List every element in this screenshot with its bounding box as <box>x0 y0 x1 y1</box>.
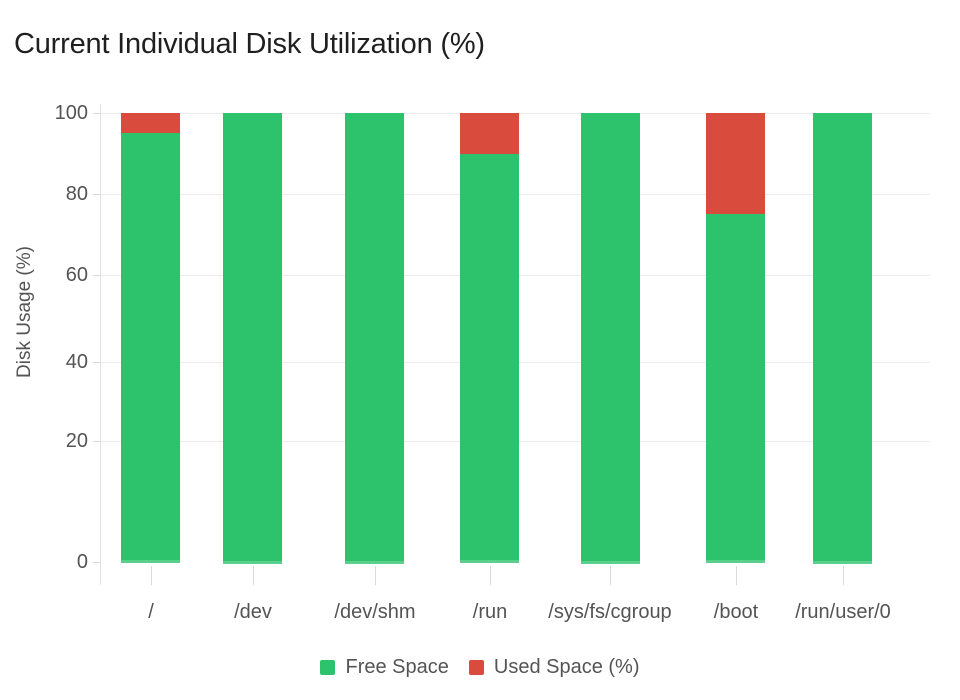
legend-label-used-space: Used Space (%) <box>493 656 640 678</box>
bar-free-sys-fs-cgroup[interactable] <box>581 113 640 564</box>
x-tick-label-boot: /boot <box>713 601 759 623</box>
y-tick-label-20: 20 <box>65 430 88 452</box>
x-tick-dev-shm <box>375 566 376 585</box>
x-tick-label-dev: /dev <box>234 601 272 623</box>
bar-used-run[interactable] <box>460 113 519 154</box>
legend-swatch-used-space <box>468 660 484 675</box>
x-tick- <box>151 566 152 585</box>
y-tick-40 <box>93 362 100 363</box>
y-axis-title: Disk Usage (%) <box>14 246 35 378</box>
legend-swatch-free-space <box>320 660 336 675</box>
legend-label-free-space: Free Space <box>345 656 449 678</box>
y-tick-0 <box>93 562 100 563</box>
x-tick-label-run-user-0: /run/user/0 <box>795 601 891 623</box>
y-tick-100 <box>93 113 100 114</box>
y-tick-label-60: 60 <box>65 264 88 286</box>
y-tick-label-80: 80 <box>65 183 88 205</box>
x-tick-label-: / <box>148 601 154 623</box>
legend-item-free-space[interactable]: Free Space <box>320 656 449 679</box>
bar-used-[interactable] <box>121 113 180 133</box>
x-tick-label-sys-fs-cgroup: /sys/fs/cgroup <box>548 601 672 623</box>
bar-free-dev[interactable] <box>223 113 282 564</box>
y-tick-label-0: 0 <box>76 551 88 573</box>
x-tick-sys-fs-cgroup <box>610 566 611 585</box>
bar-free-run[interactable] <box>460 153 519 563</box>
y-axis-line <box>100 104 101 585</box>
legend-item-used-space[interactable]: Used Space (%) <box>468 656 640 679</box>
y-tick-label-100: 100 <box>54 102 88 124</box>
bar-used-boot[interactable] <box>706 113 765 214</box>
x-tick-dev <box>253 566 254 585</box>
bar-free-[interactable] <box>121 133 180 563</box>
x-tick-boot <box>736 566 737 585</box>
y-tick-80 <box>93 194 100 195</box>
legend: Free Space Used Space (%) <box>0 656 960 679</box>
y-tick-20 <box>93 441 100 442</box>
chart-title: Current Individual Disk Utilization (%) <box>14 28 485 60</box>
bar-free-dev-shm[interactable] <box>345 113 404 564</box>
y-tick-60 <box>93 275 100 276</box>
bar-free-run-user-0[interactable] <box>813 113 872 564</box>
x-tick-label-dev-shm: /dev/shm <box>334 601 416 623</box>
y-tick-label-40: 40 <box>65 351 88 373</box>
x-tick-run-user-0 <box>843 566 844 585</box>
x-tick-run <box>490 566 491 585</box>
bar-free-boot[interactable] <box>706 214 765 563</box>
x-tick-label-run: /run <box>472 601 508 623</box>
